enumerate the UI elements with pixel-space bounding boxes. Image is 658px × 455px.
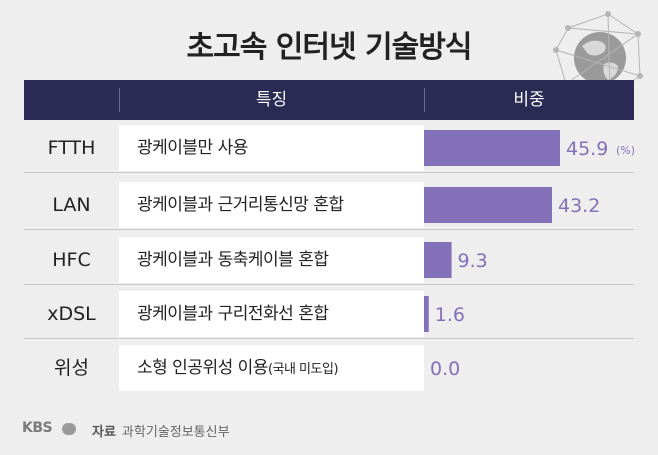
- kbs-logo-icon: [62, 423, 76, 435]
- row-divider: [24, 284, 634, 285]
- tech-name: 위성: [54, 357, 89, 379]
- table-row: LAN 광케이블과 근거리통신망 혼합: [24, 180, 634, 230]
- bar-xDSL: [424, 296, 429, 332]
- row-divider: [24, 229, 634, 230]
- table-row: HFC 광케이블과 동축케이블 혼합: [24, 235, 634, 285]
- row-divider: [24, 338, 634, 339]
- header-share: 비중: [513, 90, 545, 110]
- table-header: 특징 비중: [24, 80, 634, 120]
- row-divider: [24, 172, 634, 173]
- feature-cell: 소형 인공위성 이용(국내 미도입): [119, 345, 424, 391]
- feature-text: 광케이블과 구리전화선 혼합: [137, 304, 329, 324]
- value-label: 0.0: [430, 358, 460, 380]
- feature-cell: 광케이블과 구리전화선 혼합: [119, 291, 424, 337]
- feature-text: 광케이블과 동축케이블 혼합: [137, 250, 329, 270]
- tech-name: LAN: [52, 194, 91, 216]
- value-label: 1.6: [435, 304, 465, 326]
- feature-text: 광케이블과 근거리통신망 혼합: [137, 195, 344, 215]
- table-row: 위성 소형 인공위성 이용(국내 미도입): [24, 343, 634, 393]
- table-row: xDSL 광케이블과 구리전화선 혼합: [24, 289, 634, 339]
- value-label: 43.2: [558, 195, 600, 217]
- feature-cell: 광케이블만 사용: [119, 125, 424, 171]
- feature-text: 광케이블만 사용: [137, 138, 248, 158]
- feature-text: 소형 인공위성 이용: [137, 358, 268, 378]
- value-label: 9.3: [458, 250, 488, 272]
- bar-LAN: [424, 187, 552, 223]
- feature-note: (국내 미도입): [267, 362, 339, 377]
- value-label: 45.9: [566, 138, 608, 160]
- globe-network-icon: [553, 11, 643, 99]
- table-row: FTTH 광케이블만 사용: [24, 123, 634, 173]
- unit-label: (%): [616, 144, 635, 157]
- tech-name: xDSL: [47, 303, 96, 325]
- header-divider: [424, 88, 425, 112]
- header-feature: 특징: [255, 90, 288, 110]
- bar-HFC: [424, 242, 452, 278]
- source-name: 과학기술정보통신부: [121, 425, 230, 440]
- chart-title: 초고속 인터넷 기술방식: [186, 30, 473, 65]
- feature-cell: 광케이블과 근거리통신망 혼합: [119, 182, 424, 228]
- kbs-logo: KBS: [22, 420, 53, 436]
- source-text: 자료 과학기술정보통신부: [92, 421, 230, 440]
- feature-cell: 광케이블과 동축케이블 혼합: [119, 237, 424, 283]
- tech-name: FTTH: [47, 137, 96, 159]
- tech-name: HFC: [52, 249, 91, 271]
- source-label: 자료: [92, 425, 116, 440]
- bar-FTTH: [424, 130, 560, 166]
- header-divider: [119, 88, 120, 112]
